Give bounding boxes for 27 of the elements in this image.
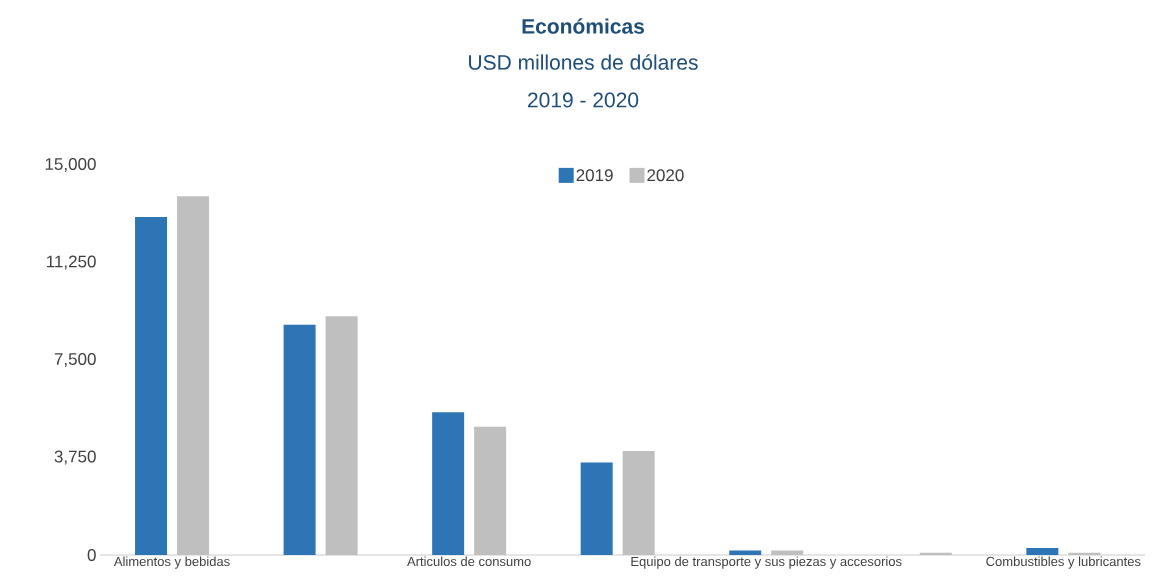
text: 2019 - 2020 (528, 92, 639, 108)
x-tick-label: Articulos de consumo (407, 556, 531, 567)
legend-label: 2020 (647, 169, 684, 182)
x-tick-label: Equipo de transporte y sus piezas y accesorios (631, 556, 902, 569)
x-tick-label: Combustibles y lubricantes (986, 556, 1141, 569)
bar (177, 196, 210, 555)
x-tick-label: Alimentos y bebidas (113, 556, 230, 569)
bar (919, 552, 952, 555)
bar (1068, 552, 1101, 555)
bar (580, 462, 613, 555)
bar (325, 316, 358, 555)
bar (729, 550, 762, 555)
y-tick-label: 3,750 (54, 450, 96, 465)
bar (771, 550, 804, 555)
chart-title: Económicas (522, 18, 645, 34)
bar (1026, 547, 1059, 555)
y-tick-label: 0 (87, 548, 96, 562)
y-tick-label: 7,500 (54, 352, 96, 368)
bar (135, 217, 168, 555)
bar (474, 426, 507, 555)
bar (622, 451, 655, 555)
legend-label: 2019 (576, 169, 613, 182)
y-tick-label: 11,250 (47, 255, 96, 270)
chart-subtitle: USD millones de dólares (469, 54, 698, 70)
y-tick-label: 15,000 (45, 157, 96, 173)
bar (283, 324, 316, 555)
bar (432, 412, 465, 555)
